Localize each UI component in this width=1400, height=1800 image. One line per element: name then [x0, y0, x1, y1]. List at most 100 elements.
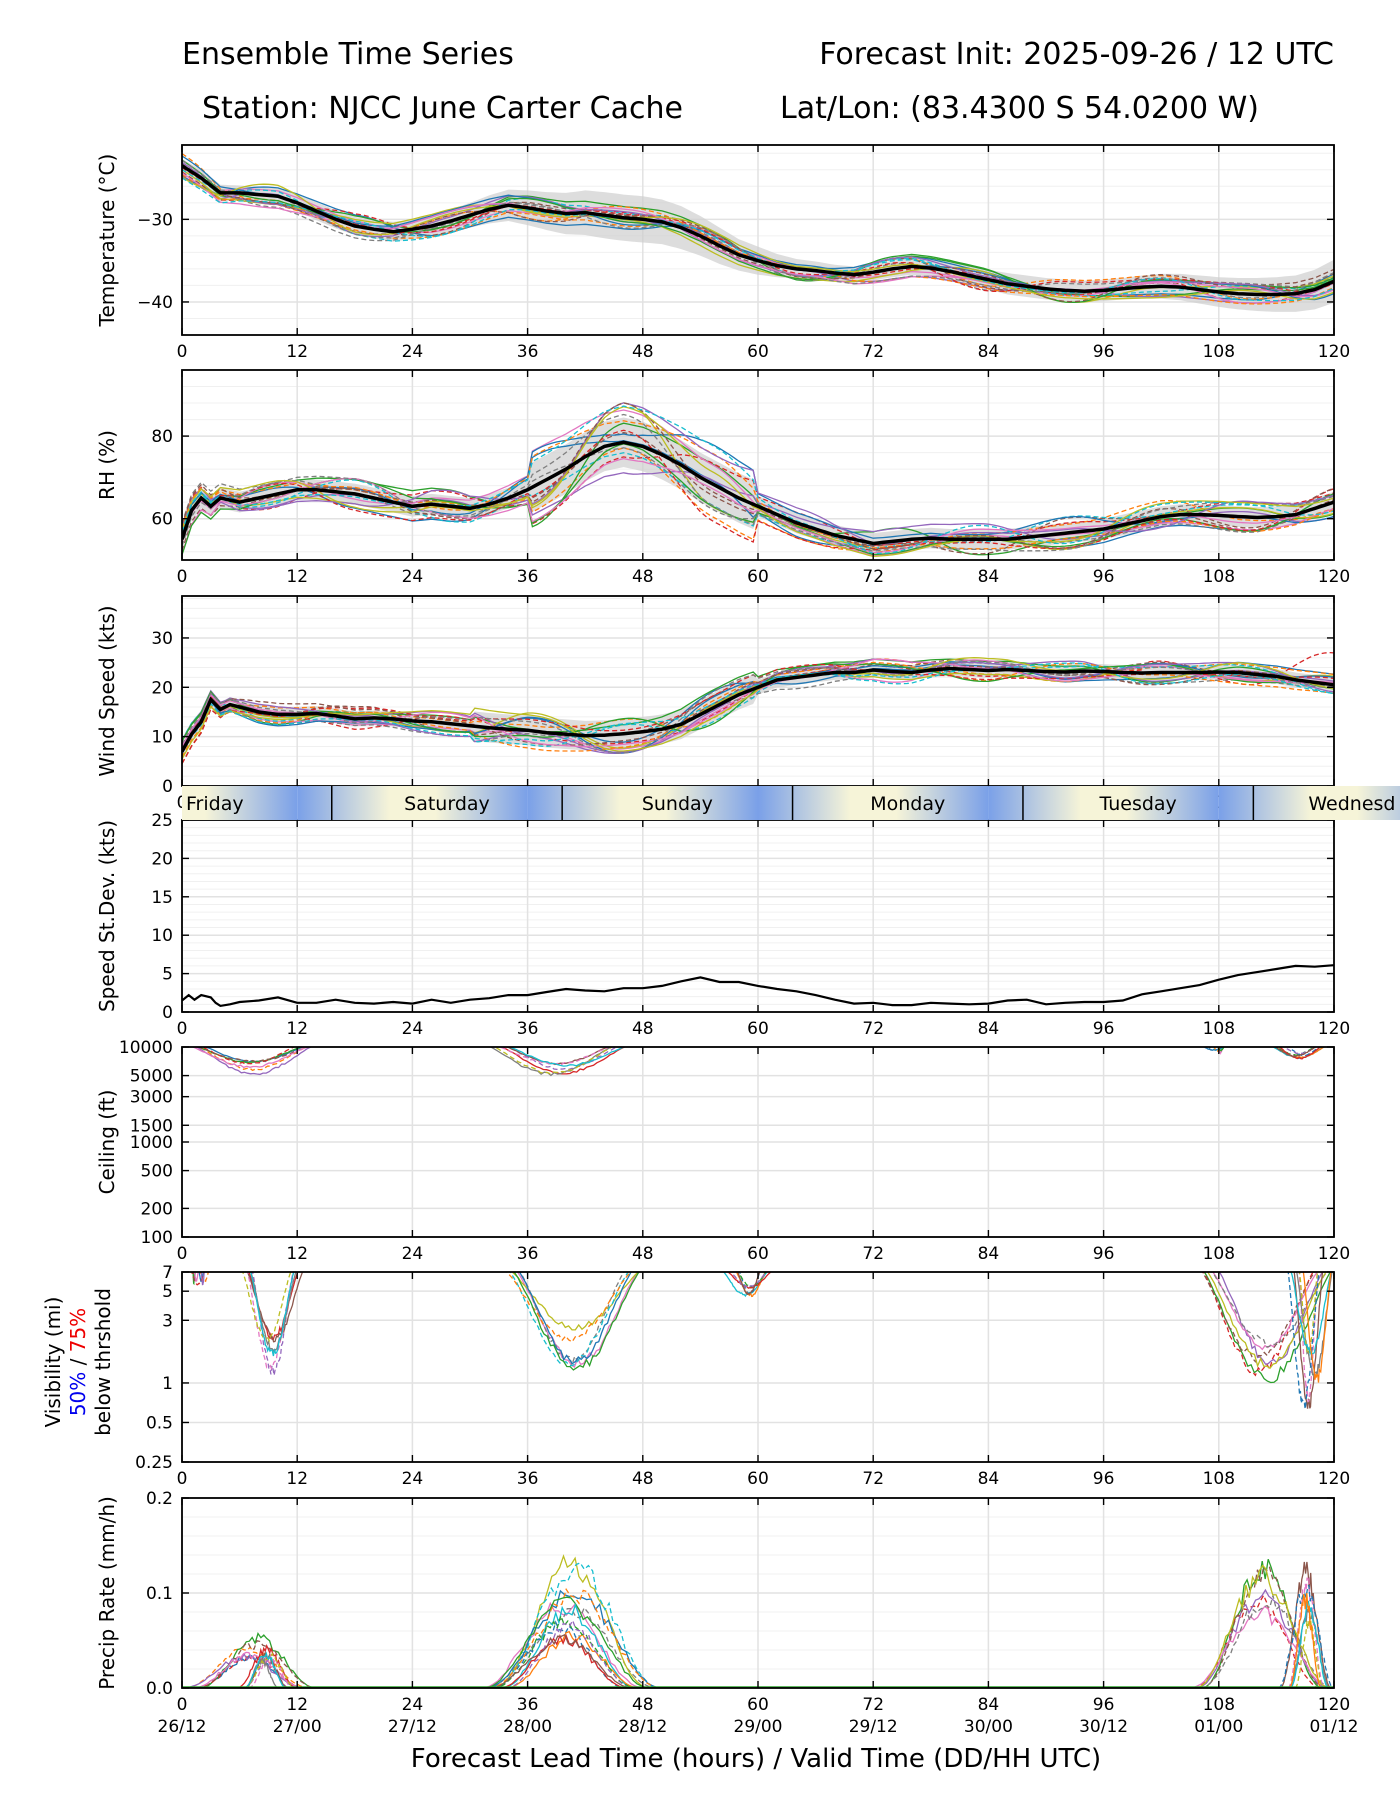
- plot-area-visibility: [190, 1272, 1333, 1410]
- member-line: [182, 443, 1334, 556]
- member-line: [1210, 1272, 1328, 1348]
- member-line: [1287, 1576, 1325, 1688]
- member-line: [1287, 1047, 1320, 1057]
- valid-time-tick-label: 30/00: [964, 1717, 1013, 1737]
- member-line: [1287, 1272, 1320, 1410]
- member-line: [243, 1652, 296, 1688]
- x-tick-label: 12: [286, 1019, 308, 1039]
- day-label: Friday: [186, 793, 244, 815]
- x-tick-label: 0: [177, 342, 188, 362]
- member-line: [489, 1047, 613, 1077]
- x-tick-label: 120: [1318, 1469, 1350, 1489]
- y-axis-label: Wind Speed (kts): [95, 605, 119, 776]
- y-axis-label: Speed St.Dev. (kts): [95, 820, 119, 1012]
- y-tick-label: 60: [151, 510, 173, 530]
- x-tick-label: 36: [517, 1019, 539, 1039]
- y-tick-label: 15: [151, 888, 173, 908]
- x-tick-label: 84: [978, 567, 1000, 587]
- panel-speed_stdev: 0 5 10 15 20 25 0 12 24 36 48 60 72 84 96 108 120 Speed S…: [95, 811, 1350, 1039]
- member-line: [190, 1272, 205, 1286]
- latlon-label: Lat/Lon: (83.4300 S 54.0200 W): [780, 91, 1259, 126]
- member-line: [182, 177, 1334, 302]
- member-line: [199, 1272, 210, 1285]
- x-tick-label: 84: [978, 1244, 1000, 1264]
- valid-time-tick-label: 30/12: [1079, 1717, 1128, 1737]
- member-line: [500, 1047, 627, 1075]
- member-line: [493, 1562, 659, 1688]
- x-tick-label: 84: [978, 1695, 1000, 1715]
- x-tick-label: 84: [978, 1469, 1000, 1489]
- y-axis-label: Precip Rate (mm/h): [95, 1496, 119, 1690]
- x-tick-label: 24: [402, 342, 424, 362]
- day-label: Saturday: [404, 793, 490, 815]
- x-tick-label: 96: [1093, 1019, 1115, 1039]
- x-tick-label: 24: [402, 567, 424, 587]
- member-line: [182, 657, 1334, 760]
- x-tick-label: 48: [632, 1019, 654, 1039]
- member-line: [182, 405, 1334, 555]
- member-line: [507, 1047, 619, 1071]
- x-tick-label: 36: [517, 1695, 539, 1715]
- y-tick-label: −30: [137, 210, 173, 230]
- y-tick-label: 0.0: [146, 1679, 173, 1699]
- day-label: Monday: [870, 793, 945, 815]
- day-band-segment: [527, 786, 758, 820]
- member-line: [493, 1613, 636, 1688]
- forecast-init-label: Forecast Init: 2025-09-26 / 12 UTC: [819, 37, 1334, 72]
- member-line: [200, 1272, 205, 1286]
- member-line: [242, 1272, 292, 1343]
- member-line: [1202, 1565, 1325, 1688]
- panels: −40−300 12 24 36 48 60 72 84 96 108 120Temperature…: [95, 144, 1400, 1737]
- plot-area-rh: [182, 402, 1334, 558]
- member-line: [182, 662, 1334, 755]
- member-line: [1278, 1047, 1322, 1060]
- x-tick-label: 0: [177, 1469, 188, 1489]
- valid-time-tick-label: 26/12: [158, 1717, 207, 1737]
- x-tick-label: 48: [632, 1244, 654, 1264]
- x-tick-label: 36: [517, 1469, 539, 1489]
- panel-rh: 60 80 0 12 24 36 48 60 72 84 96 108 120 RH (%): [95, 369, 1350, 587]
- x-tick-label: 120: [1318, 567, 1350, 587]
- y-axis-label: Ceiling (ft): [95, 1090, 119, 1195]
- panel-temperature: −40 −30 0 12 24 36 48 60 72 84 96 108 120 Temperature…: [95, 144, 1350, 362]
- y-tick-label: 500: [141, 1162, 173, 1182]
- x-tick-label: 12: [286, 1469, 308, 1489]
- member-line: [1298, 1272, 1319, 1354]
- visibility-label-line3: below thrshold: [91, 1288, 115, 1436]
- figure-title-left: Ensemble Time Series: [182, 37, 514, 72]
- panel-visibility: 0.25 0.5 1 3 57 0 12 24 36 48 60 72 84 96 108 120: [135, 1263, 1350, 1489]
- x-tick-label: 36: [517, 1244, 539, 1264]
- member-line: [489, 1633, 633, 1688]
- x-tick-label: 72: [862, 342, 884, 362]
- y-tick-label: 3000: [130, 1088, 173, 1108]
- member-line: [1273, 1047, 1317, 1058]
- x-axis-label: Forecast Lead Time (hours) / Valid Time …: [411, 1744, 1101, 1774]
- valid-time-tick-label: 29/00: [734, 1717, 783, 1737]
- y-tick-label: −40: [137, 293, 173, 313]
- y-tick-label: 0.25: [135, 1453, 173, 1473]
- ensemble-mean-line: [182, 164, 1334, 297]
- x-tick-label: 60: [747, 1469, 769, 1489]
- plot-area-wind: [182, 651, 1334, 765]
- y-tick-label: 20: [151, 849, 173, 869]
- y-tick-label: 25: [151, 811, 173, 831]
- member-line: [182, 413, 1334, 552]
- member-line: [1206, 1272, 1328, 1370]
- member-line: [250, 1272, 295, 1357]
- y-tick-label: 20: [151, 678, 173, 698]
- member-line: [518, 1272, 633, 1365]
- y-tick-label: 3: [162, 1311, 173, 1331]
- member-line: [197, 1047, 309, 1072]
- speed-stdev-line: [182, 964, 1334, 1008]
- member-line: [507, 1047, 626, 1067]
- member-line: [481, 1601, 644, 1688]
- x-tick-label: 60: [747, 1695, 769, 1715]
- member-line: [182, 429, 1334, 551]
- valid-time-tick-label: 01/00: [1194, 1717, 1243, 1737]
- day-band-segment: [758, 786, 989, 820]
- member-line: [737, 1272, 761, 1295]
- day-band-segment: [182, 786, 298, 820]
- member-line: [195, 1047, 310, 1063]
- visibility-axis-label: Visibility (mi) 50% / 75% below thrshold: [41, 1288, 115, 1436]
- y-tick-label: 0: [162, 777, 173, 797]
